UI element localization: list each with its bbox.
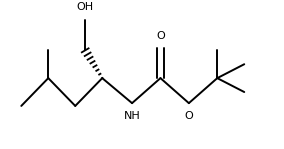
Text: NH: NH <box>124 111 140 121</box>
Text: O: O <box>156 31 165 41</box>
Text: OH: OH <box>77 2 94 12</box>
Text: O: O <box>185 111 193 121</box>
